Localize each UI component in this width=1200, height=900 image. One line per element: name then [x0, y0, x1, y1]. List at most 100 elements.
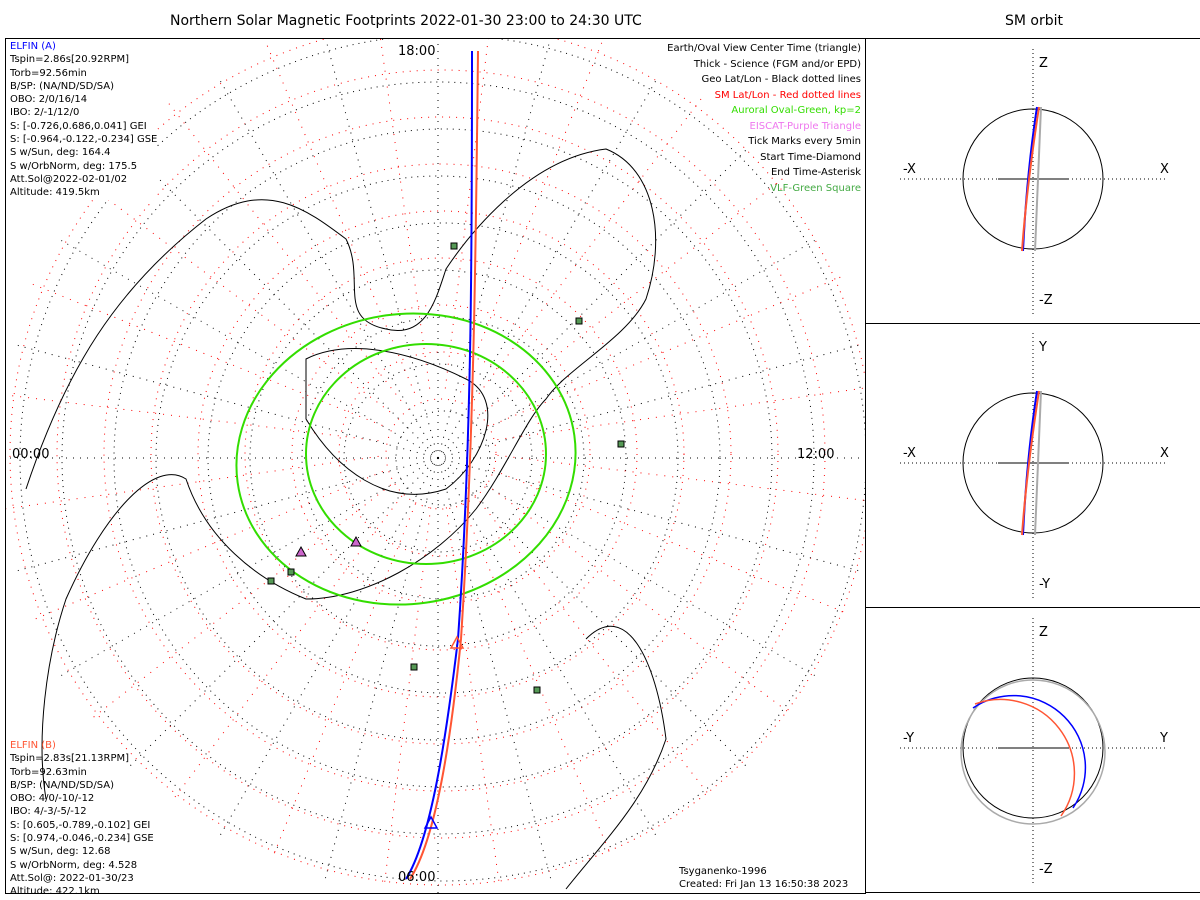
sm-lon-line [32, 470, 383, 621]
geo-lat-circle [301, 316, 585, 600]
legend-item: Tick Marks every 5min [748, 136, 861, 147]
geo-lon-line [56, 457, 439, 679]
info-line: Torb=92.56min [10, 67, 87, 79]
auroral-oval-outer [235, 312, 577, 606]
vlf-square [575, 317, 583, 325]
info-line: S: [-0.726,0.686,0.041] GEI [10, 120, 147, 132]
legend-item: End Time-Asterisk [770, 167, 861, 178]
elfin-a-info: ELFIN (A) Tspin=2.86s[20.92RPM] Torb=92.5… [10, 40, 158, 200]
elfin-b-info: ELFIN (B) Tspin=2.83s[21.13RPM] Torb=92.6… [10, 739, 154, 899]
info-line: S: [0.605,-0.789,-0.102] GEI [10, 819, 151, 831]
axis-label-left: -X [903, 446, 916, 461]
geo-lon-line [437, 237, 820, 459]
orbit-gray [960, 679, 1106, 825]
sm-lon-line [474, 494, 710, 796]
info-line: Altitude: 422.1km [10, 886, 100, 898]
axis-label-bottom: -Z [1039, 293, 1053, 308]
axis-label-right: X [1160, 162, 1169, 177]
sm-orbit-xz-panel: Z -Z -X X [865, 38, 1200, 324]
sm-lat-circle [103, 116, 779, 792]
sm-lon-line [265, 42, 416, 393]
sm-orbit-xy: Y -Y -X X [900, 333, 1169, 598]
geo-lon-line [12, 457, 439, 573]
sm-lon-line [444, 39, 489, 389]
earth-circle [962, 677, 1104, 819]
geo-lat-circle [395, 410, 491, 506]
sm-lon-line [497, 454, 865, 501]
geo-lon-line [126, 457, 439, 770]
axis-label-bottom: -Y [1039, 577, 1050, 592]
info-line: Tspin=2.86s[20.92RPM] [10, 54, 130, 66]
plot-title: Northern Solar Magnetic Footprints 2022-… [170, 13, 642, 29]
time-label-top: 18:00 [398, 44, 436, 59]
eiscat-triangle [295, 545, 307, 557]
earth-circle [962, 108, 1104, 250]
geo-lat-circle [113, 128, 773, 788]
orbit-b [974, 698, 1076, 817]
vlf-square [267, 577, 275, 585]
geo-lon-line [323, 457, 439, 884]
info-line: S w/Sun, deg: 12.68 [10, 846, 111, 858]
time-label-left: 00:00 [12, 447, 50, 462]
info-line: Torb=92.63min [10, 766, 87, 778]
sm-lat-circle [197, 210, 685, 698]
sm-orbit-xy-panel: Y -Y -X X [865, 323, 1200, 608]
sm-lon-line [90, 484, 392, 720]
sm-lon-line [6, 455, 379, 510]
sm-lat-circle [385, 398, 497, 510]
axis-label-right: Y [1159, 731, 1168, 746]
auroral-oval-inner [305, 343, 547, 565]
info-line: OBO: 4/0/-10/-12 [10, 793, 95, 805]
legend-item: Geo Lat/Lon - Black dotted lines [701, 74, 861, 85]
info-line: Att.Sol@2022-02-01/02 [10, 173, 128, 185]
geo-lon-line [217, 76, 439, 459]
sm-orbit-title: SM orbit [1005, 13, 1064, 29]
sm-orbit-yz-panel: Z -Z -Y Y [865, 608, 1200, 893]
axis-label-bottom: -Z [1039, 862, 1053, 877]
geo-lat-circle [61, 81, 815, 835]
info-line: S w/OrbNorm, deg: 4.528 [10, 859, 138, 871]
info-line: B/SP: (NA/ND/SD/SA) [10, 779, 114, 791]
sm-lon-line [272, 503, 416, 857]
model-label: Tsyganenko-1996 [679, 866, 767, 877]
sm-lat-circle [150, 163, 732, 745]
geo-lon-line [437, 457, 864, 573]
legend-item: EISCAT-Purple Triangle [749, 120, 862, 132]
info-line: S w/Sun, deg: 164.4 [10, 147, 111, 159]
footprint-map-panel: 18:00 00:00 12:00 06:00 ELFIN (A) Tspin=… [5, 38, 866, 897]
geo-lat-circle [343, 363, 533, 553]
info-line: Altitude: 419.5km [10, 187, 100, 199]
elfin-a-name: ELFIN (A) [10, 41, 56, 52]
geo-lon-line [12, 343, 439, 459]
orbit-a [972, 694, 1087, 809]
elfin-b-center-triangle [449, 635, 465, 649]
geo-lon-line [217, 457, 439, 840]
info-line: B/SP: (NA/ND/SD/SA) [10, 80, 114, 92]
sm-orbit-xz: Z -Z -X X [900, 49, 1169, 314]
sm-lat-circle [56, 69, 826, 839]
axis-label-top: Y [1038, 340, 1047, 355]
sm-lon-line [172, 495, 403, 800]
orbit-b [1021, 106, 1040, 252]
geo-lat-circle [155, 175, 721, 741]
axis-label-left: -X [903, 162, 916, 177]
sm-lat-circle [244, 257, 638, 651]
orbit-gray [1034, 390, 1042, 536]
vlf-square [450, 242, 458, 250]
polar-map [6, 39, 865, 893]
axis-label-left: -Y [903, 731, 914, 746]
earth-circle [962, 392, 1104, 534]
sm-lon-line [29, 282, 383, 426]
elfin-a-center-triangle [423, 815, 439, 829]
orbit-gray [1034, 106, 1042, 252]
sm-lon-line [493, 275, 844, 426]
geo-lon-line [437, 457, 820, 679]
geo-lon-line [325, 39, 439, 459]
elfin-b-name: ELFIN (B) [10, 740, 56, 751]
axis-label-top: Z [1039, 56, 1048, 71]
legend-item: Earth/Oval View Center Time (triangle) [667, 43, 861, 54]
info-line: Att.Sol@: 2022-01-30/23 [10, 872, 134, 884]
legend-item: Auroral Oval-Green, kp=2 [731, 105, 861, 116]
legend-item: Start Time-Diamond [760, 151, 861, 163]
orbit-b [1021, 390, 1040, 536]
